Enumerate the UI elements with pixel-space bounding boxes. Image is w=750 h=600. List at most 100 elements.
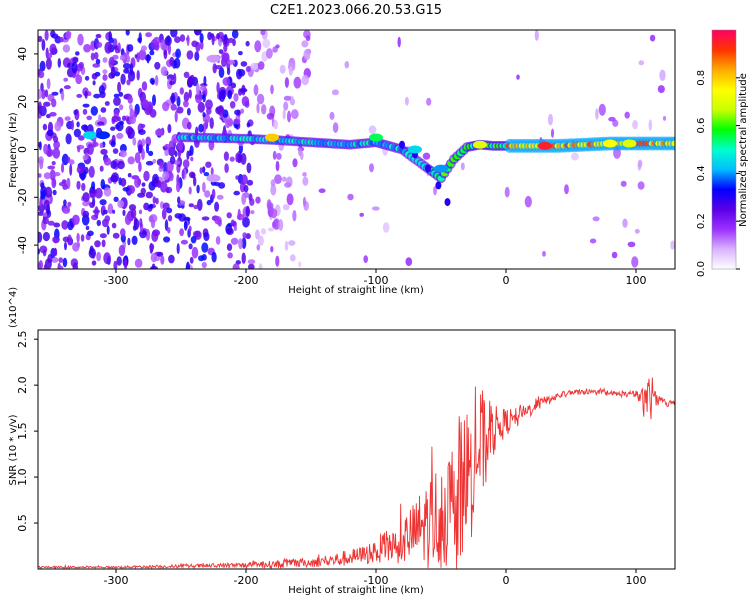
spectrogram-cell — [49, 112, 57, 117]
spectrogram-cell — [214, 216, 222, 225]
spectrogram-cell — [592, 216, 600, 222]
spectrogram-cell — [218, 91, 226, 103]
spectrogram-cell — [160, 255, 165, 265]
spectrogram-cell — [270, 84, 274, 95]
spectrogram-cell — [154, 61, 161, 70]
spectrogram-cell — [84, 90, 88, 99]
spectrogram-cell — [142, 99, 149, 110]
spectrogram-cell — [58, 265, 64, 269]
spectrogram-cell — [201, 242, 209, 253]
spectrogram-cell — [233, 118, 241, 125]
spectrogram-cell — [134, 176, 141, 188]
spectrogram-cell — [125, 30, 130, 36]
spectrogram-cell — [96, 219, 102, 227]
spectrogram-cell — [188, 186, 192, 195]
spectrogram-cell — [122, 63, 131, 69]
spectrogram-cell — [422, 152, 431, 160]
spectrogram-cell — [222, 77, 231, 86]
spectrogram-cell — [134, 258, 143, 268]
spectrogram-cell — [92, 80, 96, 86]
spectrogram-cell — [122, 187, 130, 192]
spectrogram-cell — [237, 69, 246, 77]
spectrogram-cell — [91, 73, 98, 80]
snr-y-ticks: 0.5 1.0 1.5 2.0 2.5 — [16, 330, 38, 532]
spectrogram-cell — [149, 50, 155, 56]
spectrogram-cell — [43, 101, 51, 107]
spectrogram-cell — [331, 89, 339, 96]
spectrogram-cell — [151, 263, 156, 269]
spectrogram-cell — [216, 194, 224, 200]
spectrogram-cell — [42, 231, 51, 242]
spectrogram-cell — [186, 150, 190, 160]
spectrogram-cell — [222, 52, 230, 62]
spectrogram-cell — [262, 38, 271, 49]
spectrogram-cell — [75, 74, 83, 85]
spectrogram-cell — [189, 74, 195, 84]
spectrogram-cell — [38, 173, 42, 178]
spectrogram-cell — [288, 66, 293, 76]
spectrogram-blob — [538, 141, 552, 150]
spectrogram-cell — [230, 237, 239, 245]
spectrogram-cell — [101, 239, 106, 248]
spectrogram-cell — [87, 143, 94, 156]
spectrogram-cell — [102, 57, 108, 63]
spectrogram-cell — [302, 172, 307, 177]
spectrogram-cell — [164, 219, 169, 232]
spectrogram-cell — [270, 184, 277, 196]
spectrogram-cell — [131, 235, 138, 245]
snr-multiplier-label: (x10^4) — [8, 287, 19, 328]
spectrogram-cell — [87, 230, 94, 237]
spectrogram-cell — [301, 40, 309, 48]
spectrogram-cell — [634, 228, 640, 234]
spectrogram-cell — [163, 49, 168, 60]
spectrogram-cell — [114, 48, 120, 54]
spectrogram-cell — [267, 227, 275, 232]
spectrogram-cell — [289, 254, 296, 262]
spectrogram-cell — [169, 80, 175, 86]
spectrogram-cell — [405, 257, 413, 266]
spectrogram-cell — [43, 172, 52, 180]
spectrogram-cell — [145, 160, 154, 166]
snr-y-axis-label: SNR (10 * v/v) — [8, 414, 19, 485]
spectrogram-cell — [150, 218, 156, 229]
spectrogram-cell — [231, 30, 239, 39]
spectrogram-cell — [92, 142, 99, 147]
spectrogram-cell — [123, 258, 128, 269]
spectrogram-cell — [187, 121, 192, 130]
spectrogram-cell — [197, 101, 205, 113]
spectrogram-cell — [151, 230, 159, 242]
spectrogram-cell — [227, 89, 233, 100]
spectrogram-cell — [51, 161, 56, 166]
spectrogram-cell — [126, 79, 131, 86]
spectrogram-blob — [96, 131, 110, 140]
spectrogram-cell — [102, 69, 108, 75]
spectrogram-cell — [202, 90, 207, 96]
spectrogram-cell — [283, 95, 292, 101]
spectrogram-cell — [133, 216, 138, 228]
spectrogram-cell — [240, 108, 245, 114]
spectrogram-cell — [425, 164, 431, 173]
spectrogram-cell — [631, 256, 639, 268]
spectrogram-cell — [608, 116, 616, 122]
spectrogram-cell — [195, 83, 200, 96]
spectrogram-cell — [194, 51, 200, 61]
spectrogram-cell — [170, 103, 177, 111]
spectrogram-cell — [256, 103, 260, 114]
spectrogram-cell — [110, 59, 115, 65]
spectrogram-cell — [127, 156, 135, 165]
spectrogram-cell — [164, 149, 169, 156]
spectrogram-cell — [141, 182, 146, 187]
spectrogram-cell — [60, 90, 65, 101]
x-tick-label: 100 — [626, 274, 647, 287]
y-tick-label: -20 — [16, 188, 29, 206]
spectrogram-cell — [72, 214, 80, 225]
spectrogram-cell — [119, 150, 127, 158]
spectrogram-cell — [203, 232, 210, 242]
spectrogram-cell — [169, 56, 175, 66]
spectrogram-cell — [76, 93, 83, 98]
spectrogram-cell — [170, 92, 175, 105]
spectrogram-cell — [53, 135, 59, 143]
spectrogram-cell — [226, 243, 233, 251]
spectrogram-cell — [66, 205, 70, 213]
spectrogram-cell — [63, 85, 71, 90]
